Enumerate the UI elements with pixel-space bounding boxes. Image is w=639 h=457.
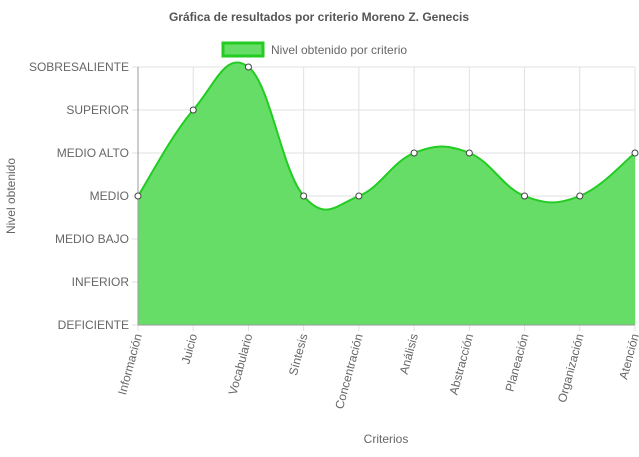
x-axis-title: Criterios xyxy=(364,432,409,446)
area-layer xyxy=(137,61,636,325)
point-layer xyxy=(134,63,639,200)
y-tick-label: SUPERIOR xyxy=(66,103,129,117)
x-tick-labels: Información Juicio Vocabulario Síntesis Conc… xyxy=(115,332,639,411)
legend[interactable]: Nivel obtenido por criterio xyxy=(221,41,407,58)
x-tick-label: Planeación xyxy=(503,332,532,393)
x-tick-label: Juicio xyxy=(179,332,201,366)
y-tick-labels: DEFICIENTE INFERIOR MEDIO BAJO MEDIO MEDIO A… xyxy=(29,60,129,332)
data-point[interactable] xyxy=(189,106,197,114)
x-tick-label: Información xyxy=(115,332,145,396)
legend-swatch[interactable] xyxy=(221,41,265,58)
y-axis-title: Nivel obtenido xyxy=(4,158,18,234)
y-tick-label: INFERIOR xyxy=(72,275,130,289)
data-point[interactable] xyxy=(521,192,529,200)
x-tick-label: Síntesis xyxy=(286,332,311,377)
data-point[interactable] xyxy=(576,192,584,200)
data-point[interactable] xyxy=(465,149,473,157)
data-point[interactable] xyxy=(134,192,142,200)
x-tick-label: Vocabulario xyxy=(226,332,256,397)
y-tick-label: MEDIO xyxy=(90,189,129,203)
x-tick-label: Organización xyxy=(555,332,587,404)
y-tick-label: MEDIO BAJO xyxy=(55,232,129,246)
data-point[interactable] xyxy=(355,192,363,200)
x-tick-label: Atención xyxy=(616,332,639,381)
data-point[interactable] xyxy=(300,192,308,200)
x-tick-label: Concentración xyxy=(332,332,366,410)
data-point[interactable] xyxy=(631,149,639,157)
series-area xyxy=(138,62,635,325)
y-tick-label: MEDIO ALTO xyxy=(57,146,129,160)
legend-label[interactable]: Nivel obtenido por criterio xyxy=(271,43,407,57)
x-tick-label: Análisis xyxy=(397,332,421,376)
chart-title: Gráfica de resultados por criterio Moren… xyxy=(169,10,469,24)
data-point[interactable] xyxy=(410,149,418,157)
x-tick-label: Abstracción xyxy=(446,332,476,396)
data-point[interactable] xyxy=(244,63,252,71)
y-tick-label: SOBRESALIENTE xyxy=(29,60,129,74)
y-tick-label: DEFICIENTE xyxy=(58,318,129,332)
